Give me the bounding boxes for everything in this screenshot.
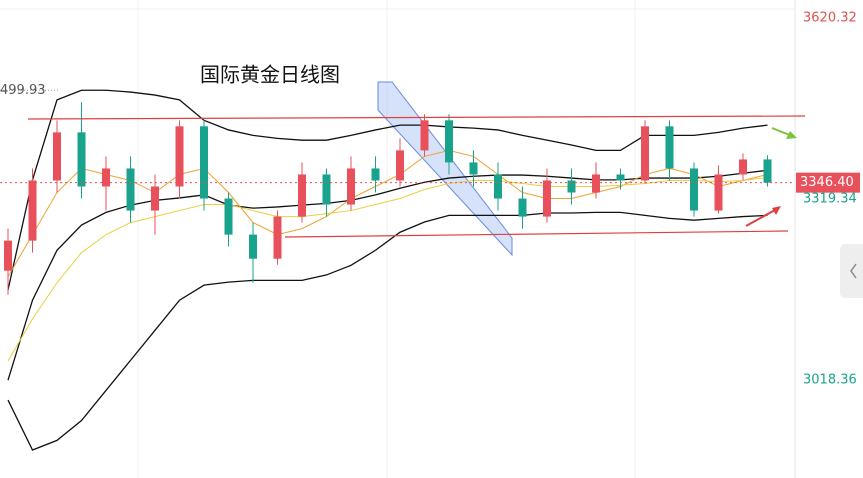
last-price-label: 3346.40 <box>800 175 854 190</box>
arrow-head <box>786 131 797 139</box>
candle-body <box>322 174 331 205</box>
candle-body <box>273 216 282 259</box>
collapse-icon[interactable] <box>850 263 857 279</box>
candle-body <box>200 126 208 199</box>
candle-body <box>249 234 257 259</box>
candle-body <box>714 174 723 211</box>
resistance-line <box>27 115 806 120</box>
candle-body <box>763 159 772 183</box>
candle-body <box>77 132 86 187</box>
plot <box>4 89 772 451</box>
candle-body <box>494 174 502 199</box>
candle-body <box>396 150 404 181</box>
arrow-head <box>772 206 781 215</box>
candle-body <box>690 168 698 211</box>
indicator-line <box>7 89 768 291</box>
candle-body <box>543 180 551 217</box>
candle-body <box>665 126 674 169</box>
ref-price-label: 3319.34 <box>803 191 857 206</box>
candle-body <box>739 159 747 175</box>
candle-body <box>53 132 61 181</box>
candle-body <box>298 174 306 217</box>
candle-body <box>420 120 429 151</box>
candle-body <box>371 168 380 181</box>
candle-body <box>469 162 478 175</box>
candle-body <box>592 174 600 193</box>
y-tick-label: 3620.32 <box>803 10 857 25</box>
candle-body <box>102 168 110 187</box>
candle-body <box>445 120 453 163</box>
candle-body <box>4 240 12 271</box>
indicator-line <box>7 211 768 451</box>
support-line <box>284 230 789 238</box>
candle-body <box>518 198 527 217</box>
candle-body <box>641 126 649 181</box>
y-tick-label: 3018.36 <box>803 372 857 387</box>
candle-body <box>224 198 233 235</box>
indicator-line <box>7 176 768 362</box>
indicator-line <box>7 149 768 277</box>
indicator-line <box>7 169 768 381</box>
arrow <box>745 209 776 227</box>
candle-body <box>28 180 37 241</box>
last-price-box <box>796 172 860 193</box>
candle-body <box>175 126 184 187</box>
candle-body <box>567 180 576 193</box>
marker-label: 499.93 <box>0 83 46 98</box>
candle-body <box>616 174 625 181</box>
candle-body <box>151 186 159 211</box>
candle-body <box>126 168 135 211</box>
chart-title: 国际黄金日线图 <box>200 63 340 87</box>
candle-body <box>347 168 355 205</box>
